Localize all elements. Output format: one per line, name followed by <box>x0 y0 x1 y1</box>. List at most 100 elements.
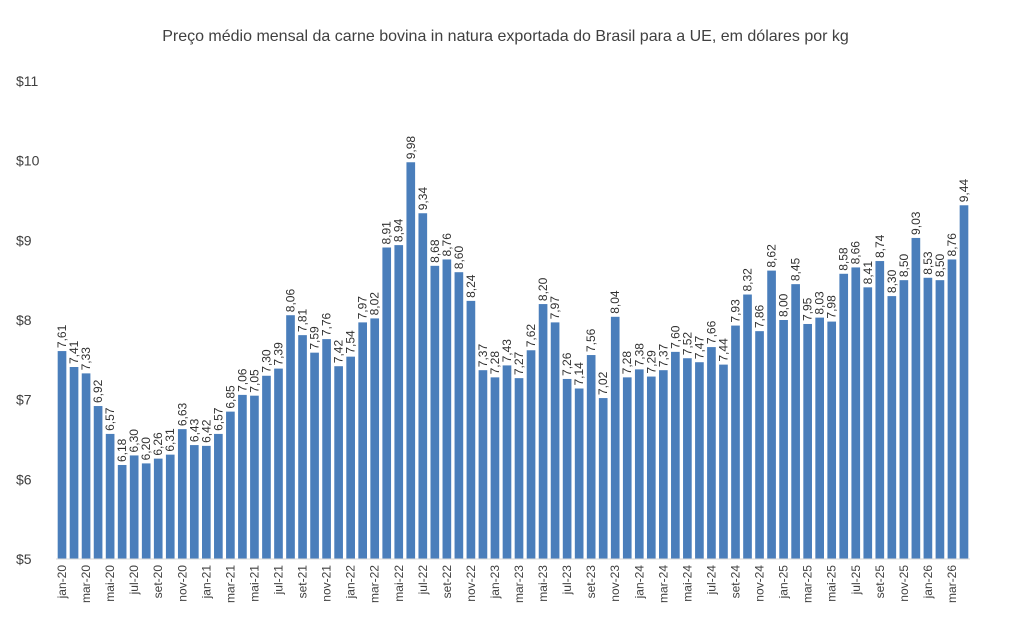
bar <box>202 445 211 559</box>
data-label: 8,68 <box>428 239 442 263</box>
data-label: 7,26 <box>560 352 574 376</box>
x-tick-label: jul-23 <box>560 565 574 596</box>
data-label: 7,93 <box>728 299 742 323</box>
bar <box>707 347 716 559</box>
x-tick-label: mai-22 <box>392 565 406 602</box>
bar <box>370 318 380 559</box>
x-tick-label: jul-25 <box>849 565 863 596</box>
bar <box>69 367 79 559</box>
data-label: 8,53 <box>921 251 935 275</box>
data-label: 6,43 <box>187 418 201 442</box>
data-label: 7,39 <box>271 342 285 366</box>
x-tick-label: set-24 <box>728 565 742 599</box>
bar <box>839 273 849 559</box>
bar <box>141 463 151 559</box>
x-tick-label: mar-23 <box>512 565 526 603</box>
data-label: 7,95 <box>801 297 815 321</box>
bar <box>189 445 199 559</box>
bar <box>418 213 428 559</box>
data-label: 7,37 <box>476 344 490 368</box>
data-label: 8,62 <box>765 244 779 268</box>
bar <box>574 388 584 559</box>
data-label: 7,97 <box>356 296 370 320</box>
data-label: 7,27 <box>512 351 526 375</box>
data-label: 8,20 <box>536 277 550 301</box>
bar <box>719 364 728 559</box>
data-label: 6,57 <box>103 407 117 431</box>
bar <box>298 335 307 559</box>
bar <box>598 398 608 559</box>
bar <box>659 370 668 559</box>
x-tick-label: jul-24 <box>704 565 718 596</box>
data-label: 7,44 <box>716 338 730 362</box>
data-label: 7,54 <box>344 330 358 354</box>
x-tick-label: nov-25 <box>897 565 911 602</box>
y-tick-label: $8 <box>16 312 32 328</box>
bar <box>442 259 452 559</box>
bar <box>767 270 776 559</box>
bar <box>803 323 812 559</box>
bar <box>622 377 632 559</box>
data-label: 8,58 <box>837 247 851 271</box>
bar <box>959 205 969 559</box>
data-label: 7,28 <box>620 351 634 375</box>
bar <box>586 355 596 559</box>
data-label: 9,34 <box>416 187 430 211</box>
bar <box>238 394 247 559</box>
y-tick-label: $7 <box>16 392 32 408</box>
x-tick-label: nov-20 <box>175 565 189 602</box>
x-tick-label: set-21 <box>296 565 310 599</box>
bar <box>743 294 752 559</box>
x-tick-label: jul-20 <box>127 565 141 596</box>
data-label: 8,94 <box>392 218 406 242</box>
x-tick-label: set-22 <box>440 565 454 599</box>
data-label: 6,18 <box>115 438 129 462</box>
x-axis: jan-20 mar-20 mai-20 jul-20 set-20 nov-20 jan-… <box>55 565 959 603</box>
data-label: 7,43 <box>500 339 514 363</box>
x-tick-label: mai-24 <box>680 565 694 602</box>
bar <box>695 362 704 559</box>
data-label: 6,63 <box>175 402 189 426</box>
bar <box>646 376 656 559</box>
bar <box>117 464 127 559</box>
bar <box>634 369 644 559</box>
bar <box>683 358 692 559</box>
bar <box>610 316 620 559</box>
data-label: 7,05 <box>247 369 261 393</box>
data-label: 8,60 <box>452 246 466 270</box>
data-label: 9,03 <box>909 211 923 235</box>
data-label: 7,56 <box>584 328 598 352</box>
bar <box>526 350 536 559</box>
x-tick-label: nov-23 <box>608 565 622 602</box>
x-tick-label: mai-20 <box>103 565 117 602</box>
y-axis: $5 $6 $7 $8 $9 $10 $11 <box>16 73 40 567</box>
data-label: 8,32 <box>741 268 755 292</box>
x-tick-label: jan-23 <box>488 565 502 600</box>
bar <box>911 237 921 559</box>
x-tick-label: nov-24 <box>753 565 767 602</box>
bar <box>550 322 560 559</box>
data-label: 8,30 <box>885 269 899 293</box>
bar <box>562 378 572 559</box>
data-label: 6,85 <box>223 385 237 409</box>
data-label: 7,06 <box>235 368 249 392</box>
data-label: 8,00 <box>777 293 791 317</box>
data-label: 9,98 <box>404 136 418 160</box>
x-tick-label: mar-25 <box>801 565 815 603</box>
x-tick-label: jan-25 <box>777 565 791 600</box>
x-tick-label: jan-20 <box>55 565 69 600</box>
y-tick-label: $9 <box>16 232 32 248</box>
bar <box>887 296 897 559</box>
data-label: 8,50 <box>933 253 947 277</box>
bar <box>731 325 740 559</box>
data-label: 7,47 <box>692 336 706 360</box>
bar <box>346 356 355 559</box>
bar <box>274 368 283 559</box>
x-tick-label: mai-21 <box>247 565 261 602</box>
data-label: 7,29 <box>644 350 658 374</box>
bar <box>262 375 271 559</box>
bar <box>671 351 680 559</box>
data-label: 6,26 <box>151 432 165 456</box>
bar <box>815 317 824 559</box>
data-label: 7,61 <box>55 324 69 348</box>
